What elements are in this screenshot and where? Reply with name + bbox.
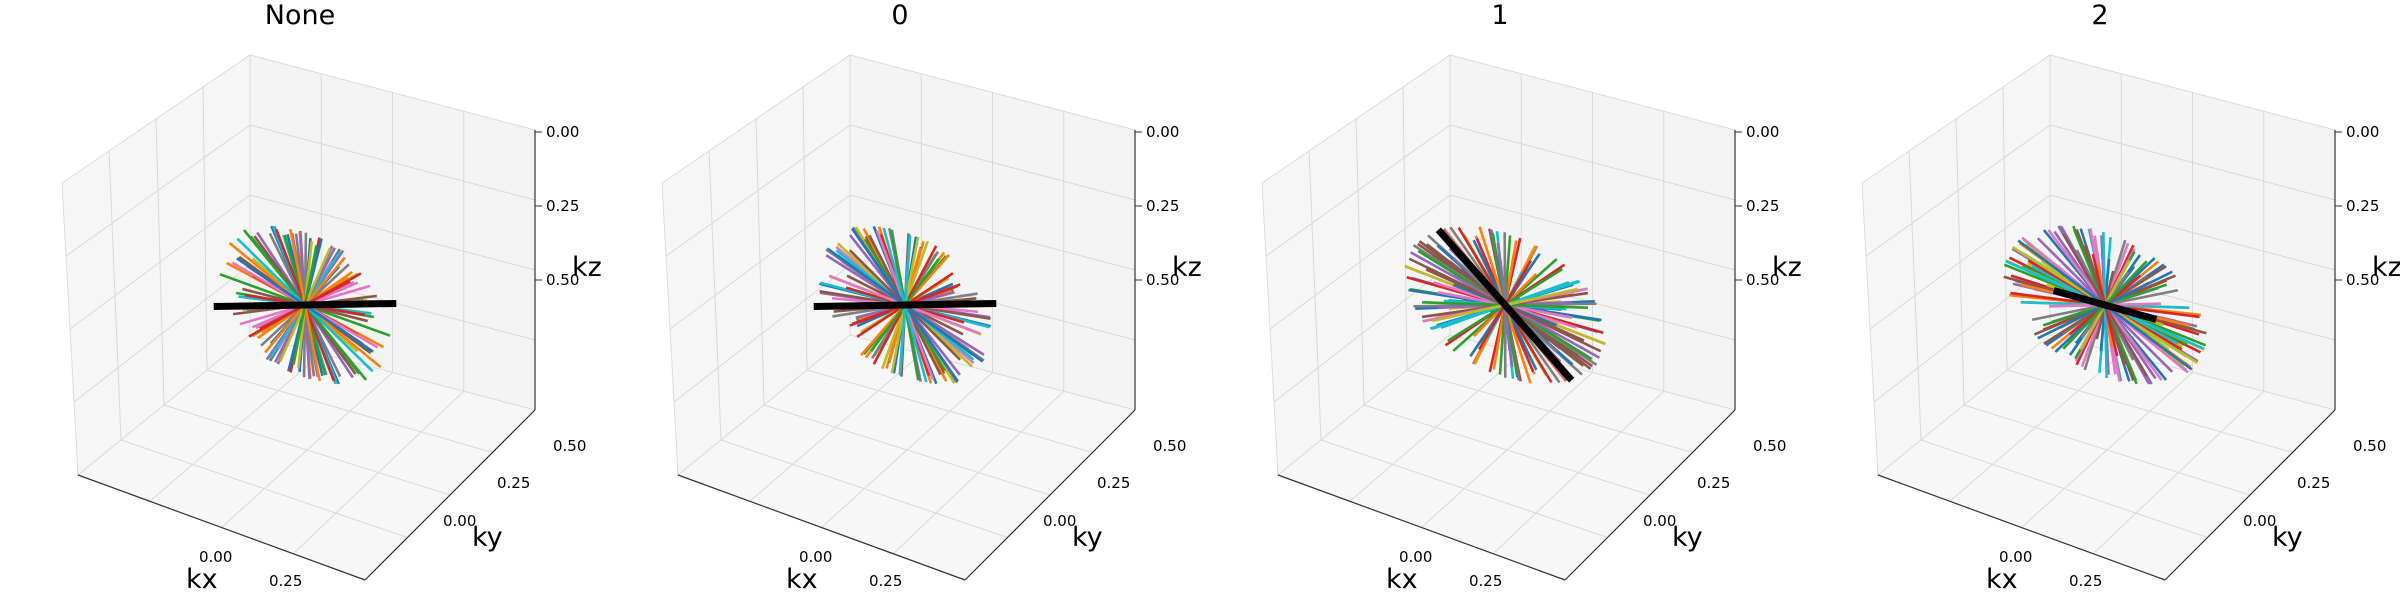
grid-line [1449, 124, 1736, 201]
kz-tick-label: 0.25 [546, 197, 579, 215]
highlight-line [213, 299, 397, 311]
kz-tick-label: 0.50 [546, 271, 579, 289]
kx-axis-line [77, 474, 366, 581]
kx-tick-label: 0.25 [1469, 572, 1502, 590]
kz-axis-label: kz [2372, 252, 2400, 283]
grid-line [206, 369, 493, 453]
grid-line [2049, 194, 2336, 271]
kx-tick-label: 0.25 [869, 572, 902, 590]
grid-line [1449, 194, 1736, 271]
kz-tick-label: 0.00 [1746, 123, 1779, 141]
ky-tick-label: 0.25 [2297, 474, 2330, 492]
ky-tick-label: 0.25 [497, 474, 530, 492]
kx-axis-line [1277, 474, 1566, 581]
ky-axis-line [364, 409, 536, 581]
kz-tick-label: 0.25 [1746, 197, 1779, 215]
ky-tick-label: 0.25 [1097, 474, 1130, 492]
ky-axis-line [964, 409, 1136, 581]
panel-0: None0.500.250.00kz0.000.250.50ky0.000.25… [61, 0, 602, 595]
grid-line [1406, 369, 1693, 453]
ky-tick-label: 0.00 [443, 512, 476, 530]
ky-tick-label: 0.00 [1043, 512, 1076, 530]
grid-line [1269, 194, 1451, 330]
grid-line [669, 194, 851, 330]
panel-title: 1 [1491, 0, 1508, 31]
grid-line [806, 369, 1093, 453]
kx-tick-label: 0.00 [799, 548, 832, 566]
grid-line [65, 124, 251, 257]
grid-line [1920, 439, 2208, 538]
kz-tick-label: 0.00 [546, 123, 579, 141]
ky-axis-label: ky [1672, 522, 1703, 553]
grid-line [673, 264, 851, 403]
ky-axis-line [1564, 409, 1736, 581]
ky-axis-label: ky [472, 522, 503, 553]
kx-axis-label: kx [186, 564, 218, 595]
grid-line [849, 194, 1136, 271]
kz-tick-label: 0.50 [1746, 271, 1779, 289]
kx-axis-label: kx [786, 564, 818, 595]
grid-line [849, 124, 1136, 201]
ky-tick-label: 0.25 [1697, 474, 1730, 492]
kz-tick-label: 0.50 [1146, 271, 1179, 289]
ky-tick-label: 0.00 [1643, 512, 1676, 530]
grid-line [1873, 264, 2051, 403]
grid-line [720, 439, 1008, 538]
ky-tick-label: 0.00 [2243, 512, 2276, 530]
grid-line [1363, 404, 1651, 496]
kz-tick-label: 0.00 [2346, 123, 2379, 141]
highlight-line [2052, 287, 2158, 323]
panel-title: 0 [891, 0, 908, 31]
kx-axis-line [677, 474, 966, 581]
grid-line [1265, 124, 1451, 257]
ky-axis-label: ky [1072, 522, 1103, 553]
grid-line [73, 264, 251, 403]
ky-tick-label: 0.50 [553, 437, 586, 455]
grid-line [665, 124, 851, 257]
kz-tick-label: 0.50 [2346, 271, 2379, 289]
kz-tick-label: 0.25 [2346, 197, 2379, 215]
ky-tick-label: 0.50 [1753, 437, 1786, 455]
grid-line [249, 194, 536, 271]
panel-title: None [265, 0, 335, 31]
grid-line [763, 404, 1051, 496]
kx-tick-label: 0.00 [1999, 548, 2032, 566]
grid-line [120, 439, 408, 538]
kz-axis-label: kz [572, 252, 602, 283]
ky-axis-line [2164, 409, 2336, 581]
ky-axis-label: ky [2272, 522, 2303, 553]
grid-line [249, 124, 536, 201]
panel-title: 2 [2091, 0, 2108, 31]
grid-line [1273, 264, 1451, 403]
kx-tick-label: 0.25 [2069, 572, 2102, 590]
kx-tick-label: 0.25 [269, 572, 302, 590]
grid-line [69, 194, 251, 330]
grid-line [163, 404, 451, 496]
kx-tick-label: 0.00 [199, 548, 232, 566]
kz-axis-label: kz [1772, 252, 1802, 283]
kx-axis-label: kx [1386, 564, 1418, 595]
kx-axis-line [1877, 474, 2166, 581]
grid-line [1865, 124, 2051, 257]
grid-line [2006, 369, 2293, 453]
kx-tick-label: 0.00 [1399, 548, 1432, 566]
highlight-line [813, 299, 997, 311]
ky-tick-label: 0.50 [1153, 437, 1186, 455]
ky-tick-label: 0.50 [2353, 437, 2386, 455]
highlight-line [1435, 227, 1575, 383]
grid-line [2049, 124, 2336, 201]
grid-line [1320, 439, 1608, 538]
grid-line [1869, 194, 2051, 330]
kz-tick-label: 0.25 [1146, 197, 1179, 215]
kz-tick-label: 0.00 [1146, 123, 1179, 141]
kx-axis-label: kx [1986, 564, 2018, 595]
grid-line [1963, 404, 2251, 496]
kz-axis-label: kz [1172, 252, 1202, 283]
